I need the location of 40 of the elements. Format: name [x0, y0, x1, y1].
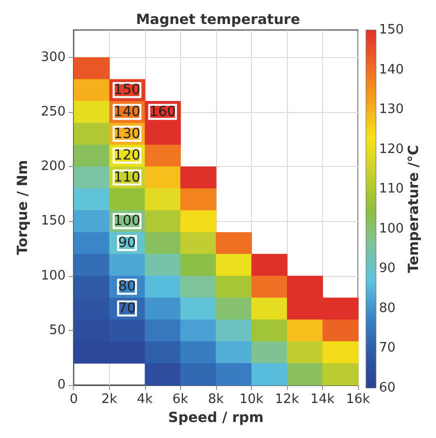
- y-tick-label: 250: [40, 104, 66, 120]
- color-bar-label: 80: [379, 300, 396, 316]
- x-tick-label: 12k: [274, 392, 300, 407]
- chart-title: Magnet temperature: [136, 12, 300, 28]
- x-tick-label: 4k: [136, 392, 154, 407]
- annotation: 130: [114, 126, 140, 142]
- x-tick-label: 0: [70, 392, 78, 407]
- annotation: 160: [149, 104, 176, 120]
- color-bar-label: 110: [379, 182, 404, 197]
- x-tick-label: 16k: [346, 392, 371, 407]
- color-bar-label: 120: [379, 142, 404, 157]
- x-tick-label: 10k: [239, 392, 264, 407]
- x-tick-label: 6k: [172, 392, 189, 407]
- color-bar-label: 70: [379, 340, 396, 356]
- color-bar-label: 90: [379, 261, 396, 276]
- annotation: 110: [114, 169, 140, 186]
- x-axis-title: Speed / rpm: [168, 410, 264, 426]
- x-tick-label: 8k: [208, 392, 224, 407]
- x-tick-label: 2k: [101, 392, 118, 407]
- annotation: 140: [114, 104, 140, 120]
- color-bar-label: 100: [379, 221, 404, 236]
- y-tick-label: 0: [57, 378, 66, 392]
- y-tick-label: 200: [40, 159, 66, 174]
- color-bar-label: 150: [379, 22, 404, 38]
- color-bar-title: Temperature /°C: [406, 145, 422, 273]
- annotation: 150: [114, 82, 140, 98]
- color-bar-label: 60: [379, 380, 396, 396]
- annotation: 90: [118, 235, 136, 251]
- annotation: 100: [114, 213, 140, 230]
- y-tick-label: 50: [49, 322, 66, 338]
- annotation: 80: [118, 278, 136, 295]
- color-bar-label: 130: [379, 102, 404, 118]
- y-tick-label: 100: [40, 268, 66, 284]
- annotation: 120: [114, 148, 140, 164]
- y-tick-label: 300: [40, 50, 66, 65]
- x-tick-label: 14k: [310, 392, 335, 407]
- y-tick-label: 150: [40, 214, 66, 229]
- y-axis-title: Torque / Nm: [15, 160, 31, 255]
- color-bar-label: 140: [379, 62, 404, 78]
- annotation: 70: [118, 300, 136, 317]
